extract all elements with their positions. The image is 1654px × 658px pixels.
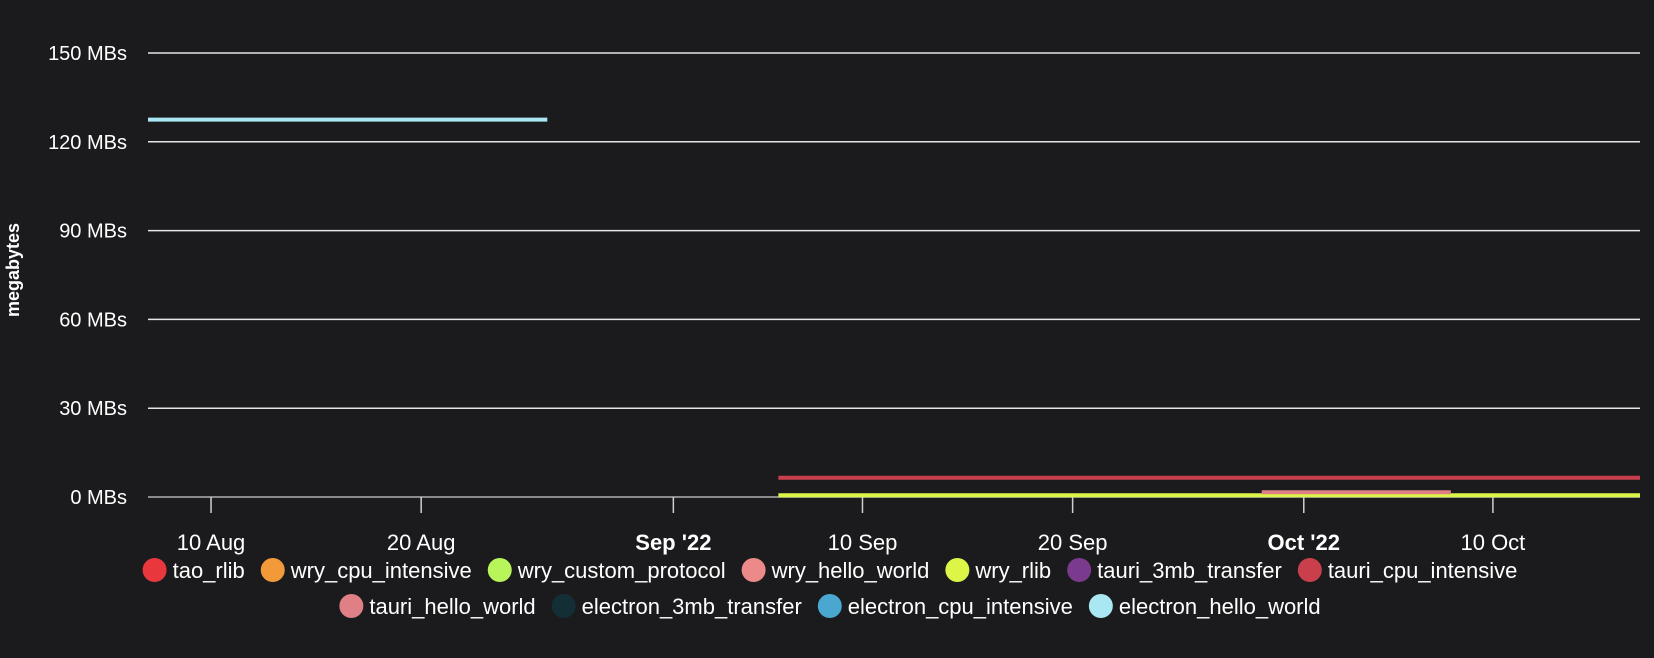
legend-item-wry-custom-protocol: wry_custom_protocol (487, 558, 726, 583)
series-lines (148, 117, 1640, 498)
legend-label: wry_custom_protocol (517, 558, 726, 583)
x-tick-label: Sep '22 (635, 530, 711, 555)
legend-label: tauri_3mb_transfer (1097, 558, 1282, 583)
legend-item-wry-cpu-intensive: wry_cpu_intensive (260, 558, 472, 583)
y-tick-label: 30 MBs (59, 398, 127, 420)
legend-item-tauri-cpu-intensive: tauri_cpu_intensive (1297, 558, 1518, 583)
legend: tao_rlib wry_cpu_intensive wry_custom_prot… (142, 558, 1518, 619)
legend-swatch (1297, 558, 1322, 582)
legend-label: wry_rlib (974, 558, 1051, 583)
legend-item-wry-hello-world: wry_hello_world (741, 558, 930, 583)
x-tick-label: 10 Sep (828, 530, 898, 555)
legend-item-electron-cpu-intensive: electron_cpu_intensive (817, 594, 1073, 619)
x-tick-label: 10 Oct (1460, 530, 1525, 555)
legend-item-wry-rlib: wry_rlib (945, 558, 1051, 583)
legend-item-tauri-hello-world: tauri_hello_world (339, 594, 536, 619)
legend-label: tauri_cpu_intensive (1328, 558, 1518, 583)
legend-label: tauri_hello_world (369, 594, 535, 619)
y-tick-label: 120 MBs (48, 132, 127, 154)
legend-swatch (260, 558, 285, 582)
legend-item-electron-3mb-transfer: electron_3mb_transfer (551, 594, 802, 619)
legend-swatch (142, 558, 167, 582)
x-tick-label: Oct '22 (1268, 530, 1341, 555)
y-axis-label: megabytes (3, 223, 23, 317)
legend-label: tao_rlib (173, 558, 245, 583)
legend-label: wry_cpu_intensive (290, 558, 472, 583)
legend-swatch (741, 558, 766, 582)
legend-swatch (945, 558, 970, 582)
legend-label: wry_hello_world (771, 558, 930, 583)
legend-swatch (487, 558, 512, 582)
y-axis-ticks: 0 MBs 30 MBs 60 MBs 90 MBs 120 MBs 150 MBs (48, 43, 127, 509)
legend-swatch (817, 594, 842, 618)
legend-swatch (1067, 558, 1092, 582)
x-axis: 10 Aug 20 Aug Sep '22 10 Sep 20 Sep Oct '22 10… (177, 497, 1525, 555)
y-tick-label: 0 MBs (70, 487, 127, 509)
y-tick-label: 150 MBs (48, 43, 127, 65)
x-tick-label: 10 Aug (177, 530, 246, 555)
legend-item-electron-hello-world: electron_hello_world (1088, 594, 1321, 619)
x-tick-label: 20 Sep (1038, 530, 1108, 555)
x-tick-label: 20 Aug (387, 530, 456, 555)
legend-item-tauri-3mb-transfer: tauri_3mb_transfer (1067, 558, 1282, 583)
legend-item-tao-rlib: tao_rlib (142, 558, 245, 583)
legend-label: electron_hello_world (1119, 594, 1321, 619)
legend-label: electron_3mb_transfer (582, 594, 802, 619)
y-tick-label: 90 MBs (59, 221, 127, 243)
legend-swatch (339, 594, 364, 618)
legend-swatch (1088, 594, 1113, 618)
legend-swatch (551, 594, 576, 618)
y-tick-label: 60 MBs (59, 309, 127, 331)
legend-label: electron_cpu_intensive (848, 594, 1073, 619)
